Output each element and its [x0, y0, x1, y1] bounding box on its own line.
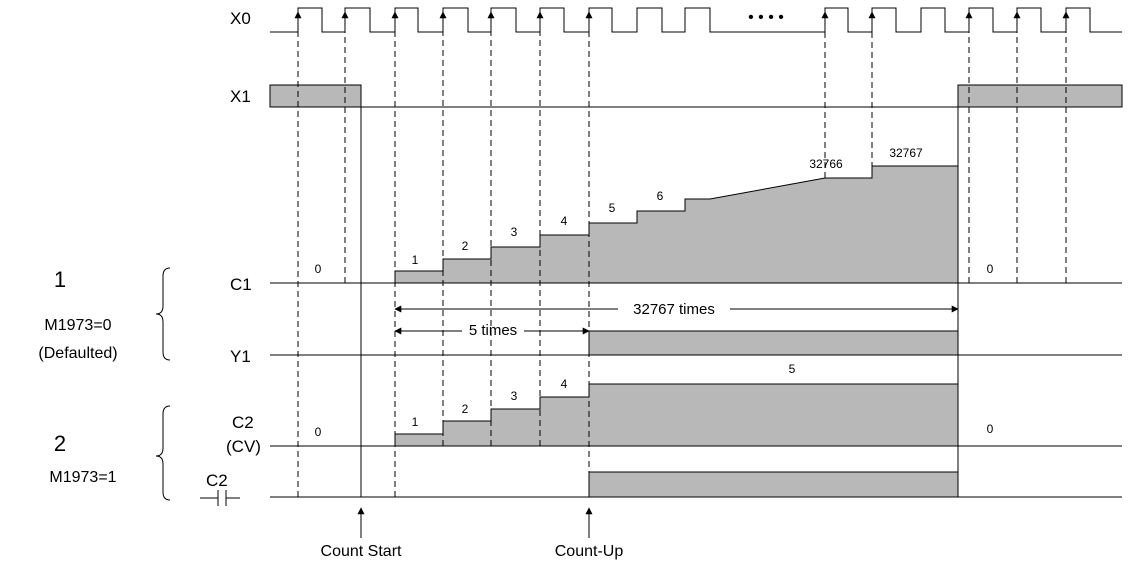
case1-condition: M1973=0: [44, 317, 111, 334]
label-bg-5: [462, 321, 524, 341]
signal-label-x1: X1: [230, 87, 251, 106]
signal-label-y1: Y1: [230, 347, 251, 366]
c2cv-value-4: 4: [561, 377, 568, 391]
c1-value-4: 4: [561, 214, 568, 228]
c1-value-1: 1: [412, 253, 419, 267]
c1-value-32767: 32767: [889, 146, 923, 160]
c2cv-value-0: 0: [315, 425, 322, 439]
case2-number: 2: [54, 431, 66, 456]
signal-label-x0: X0: [230, 9, 251, 28]
case2-brace: [155, 405, 171, 501]
c2cv-value-5: 5: [789, 362, 796, 376]
case2-condition: M1973=1: [49, 469, 116, 486]
x0-ellipsis: • • • •: [748, 9, 784, 26]
signal-label-c2cv-line1: C2: [232, 413, 254, 432]
c1-value-2: 2: [462, 239, 469, 253]
case1-brace: [155, 267, 171, 361]
x0-waveform: [270, 7, 1122, 33]
c2cv-value-2: 2: [462, 402, 469, 416]
c2cv-value-reset-0: 0: [987, 422, 994, 436]
c1-value-6: 6: [657, 189, 664, 203]
label-5-times: 5 times: [469, 322, 517, 339]
y1-on-block: [588, 330, 959, 356]
count-up-label: Count-Up: [555, 543, 624, 560]
timing-dashed-lines: [294, 11, 1070, 497]
c1-value-reset-0: 0: [987, 262, 994, 276]
c2-contact-on-block: [588, 471, 959, 498]
case1-note: (Defaulted): [38, 345, 117, 362]
x1-high-end: [957, 84, 1123, 108]
x1-high-start: [269, 84, 362, 108]
signal-label-c2cv-line2: (CV): [226, 437, 261, 456]
signal-label-c2-contact: C2: [206, 471, 228, 490]
signal-label-c1: C1: [230, 275, 252, 294]
c1-value-3: 3: [511, 225, 518, 239]
contact-symbol-icon: [200, 490, 240, 506]
c1-value-32766: 32766: [809, 157, 843, 171]
c2cv-value-3: 3: [511, 389, 518, 403]
case1-number: 1: [54, 267, 66, 292]
c1-value-0: 0: [315, 262, 322, 276]
c2cv-staircase: [394, 383, 959, 447]
count-start-label: Count Start: [321, 543, 402, 560]
label-bg-32767: [618, 299, 730, 319]
c1-staircase: [394, 165, 959, 284]
c2cv-value-1: 1: [412, 415, 419, 429]
c1-value-5: 5: [609, 201, 616, 215]
label-32767-times: 32767 times: [633, 301, 715, 318]
